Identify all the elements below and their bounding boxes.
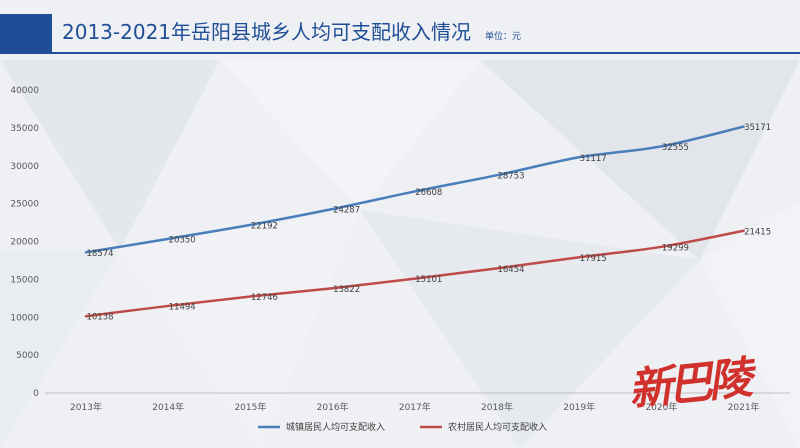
data-label: 26608 bbox=[415, 188, 442, 198]
data-label: 32555 bbox=[662, 143, 689, 153]
y-tick-label: 10000 bbox=[10, 313, 39, 323]
unit-label: 单位：元 bbox=[485, 32, 522, 42]
data-label: 20350 bbox=[169, 235, 196, 245]
x-tick-label: 2016年 bbox=[317, 401, 349, 413]
x-tick-label: 2017年 bbox=[399, 401, 431, 413]
data-label: 11494 bbox=[169, 302, 196, 312]
data-label: 21415 bbox=[744, 227, 771, 237]
data-label: 12746 bbox=[251, 293, 278, 303]
x-tick-label: 2015年 bbox=[234, 401, 266, 413]
data-label: 35171 bbox=[744, 123, 771, 133]
x-tick-label: 2013年 bbox=[70, 401, 102, 413]
y-tick-label: 25000 bbox=[10, 200, 39, 210]
x-tick-label: 2020年 bbox=[645, 401, 677, 413]
title-accent-block bbox=[0, 14, 52, 52]
y-tick-label: 15000 bbox=[10, 275, 39, 285]
y-tick-label: 30000 bbox=[10, 162, 39, 172]
header: 2013-2021年岳阳县城乡人均可支配收入情况 单位：元 bbox=[62, 16, 521, 50]
x-tick-label: 2014年 bbox=[152, 401, 184, 413]
data-label: 19299 bbox=[662, 243, 689, 253]
series-line-1 bbox=[84, 125, 745, 254]
data-label: 22192 bbox=[251, 221, 278, 231]
page-title: 2013-2021年岳阳县城乡人均可支配收入情况 bbox=[62, 20, 472, 44]
y-tick-label: 0 bbox=[33, 389, 39, 399]
data-label: 16454 bbox=[497, 265, 524, 275]
series-line-2 bbox=[84, 229, 745, 318]
x-tick-label: 2018年 bbox=[481, 401, 513, 413]
data-label: 10138 bbox=[86, 313, 113, 323]
data-label: 28753 bbox=[497, 172, 524, 182]
watermark-logo: 新巴陵 bbox=[626, 352, 751, 417]
title-divider bbox=[0, 52, 800, 54]
data-label: 18574 bbox=[86, 249, 113, 259]
y-tick-label: 40000 bbox=[10, 86, 39, 96]
x-tick-label: 2019年 bbox=[563, 401, 595, 413]
data-label: 24287 bbox=[333, 206, 360, 216]
y-tick-label: 20000 bbox=[10, 238, 39, 248]
data-label: 13822 bbox=[333, 285, 360, 295]
y-tick-label: 5000 bbox=[16, 351, 39, 361]
data-label: 15101 bbox=[415, 275, 442, 285]
data-label: 17915 bbox=[580, 254, 607, 264]
legend-label: 农村居民人均可支配收入 bbox=[448, 421, 547, 433]
data-label: 31117 bbox=[580, 154, 607, 164]
legend-label: 城镇居民人均可支配收入 bbox=[286, 421, 385, 433]
y-tick-label: 35000 bbox=[10, 124, 39, 134]
x-tick-label: 2021年 bbox=[728, 401, 760, 413]
